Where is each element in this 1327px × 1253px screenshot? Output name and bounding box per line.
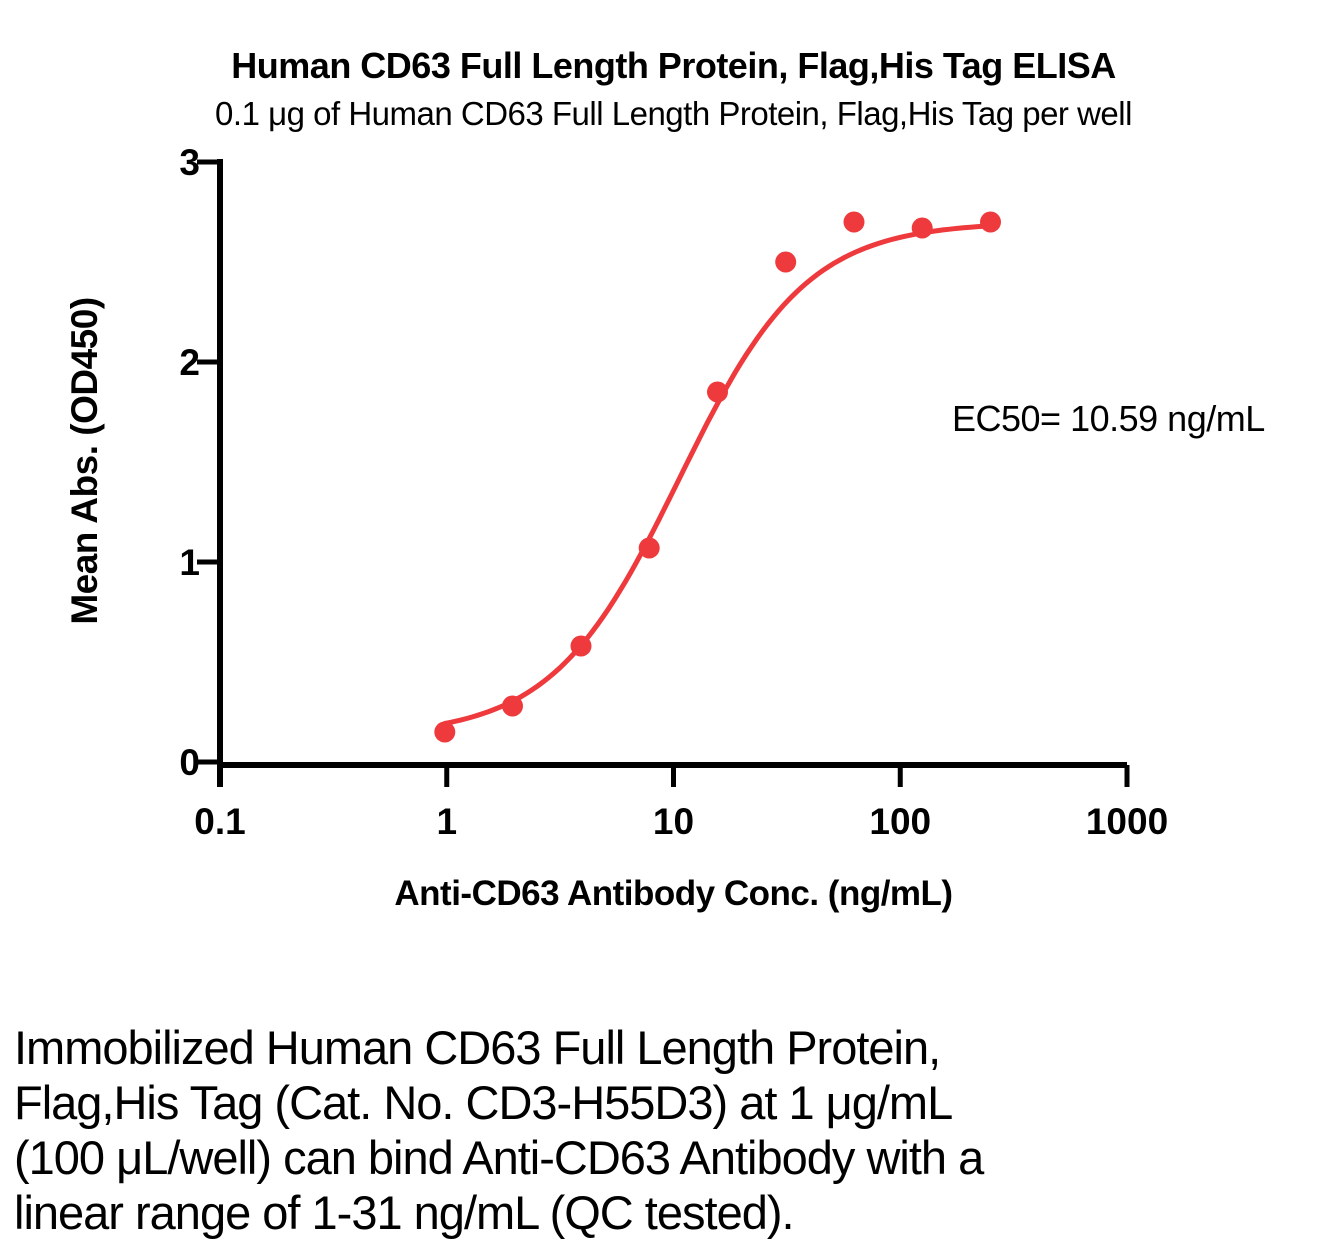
data-point [843, 211, 865, 233]
data-point [911, 217, 933, 239]
ec50-annotation: EC50= 10.59 ng/mL [952, 398, 1265, 439]
y-tick-label: 3 [179, 142, 200, 183]
data-point [707, 381, 728, 403]
dose-response-plot: 0.1 1 10 100 1000 0 1 2 3 [179, 142, 1168, 842]
data-point [502, 695, 523, 717]
x-tick-label: 10 [653, 801, 694, 842]
x-axis-label: Anti-CD63 Antibody Conc. (ng/mL) [394, 874, 953, 913]
data-point [638, 537, 660, 559]
data-point [775, 251, 797, 273]
x-tick-label: 100 [869, 801, 931, 842]
y-tick-label: 0 [179, 742, 200, 783]
caption-line: Immobilized Human CD63 Full Length Prote… [14, 1021, 941, 1074]
data-point [980, 211, 1001, 233]
x-tick-label: 0.1 [194, 801, 245, 842]
caption-line: linear range of 1-31 ng/mL (QC tested). [14, 1186, 795, 1239]
y-tick-label: 1 [179, 542, 200, 583]
chart-title: Human CD63 Full Length Protein, Flag,His… [231, 45, 1116, 86]
data-point [434, 721, 456, 743]
caption-line: (100 μL/well) can bind Anti-CD63 Antibod… [14, 1131, 984, 1184]
caption-line: Flag,His Tag (Cat. No. CD3-H55D3) at 1 μ… [14, 1076, 953, 1129]
data-point [570, 635, 592, 657]
x-tick-label: 1000 [1086, 801, 1168, 842]
x-tick-label: 1 [436, 801, 457, 842]
chart-subtitle: 0.1 μg of Human CD63 Full Length Protein… [215, 95, 1132, 132]
fit-curve [442, 223, 995, 726]
figure-caption: Immobilized Human CD63 Full Length Prote… [14, 1020, 1319, 1240]
y-tick-label: 2 [179, 342, 200, 383]
